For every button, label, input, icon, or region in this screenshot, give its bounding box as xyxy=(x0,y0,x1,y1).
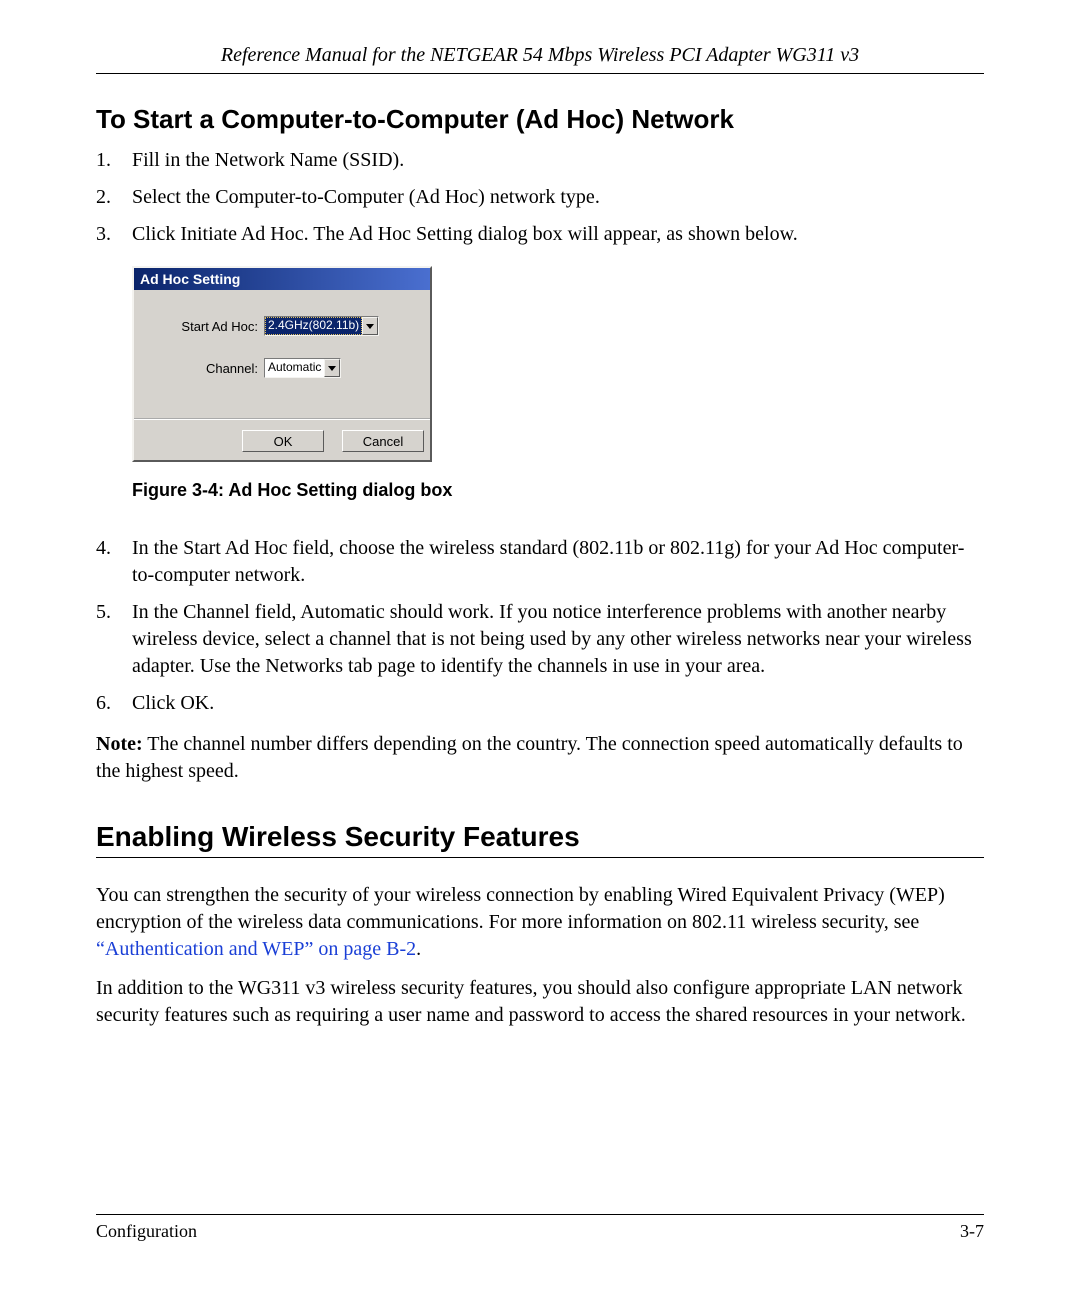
dialog-row-channel: Channel: Automatic xyxy=(144,358,420,378)
steps-list-b: In the Start Ad Hoc field, choose the wi… xyxy=(96,535,984,717)
footer-page-number: 3-7 xyxy=(960,1221,984,1242)
note-label: Note: xyxy=(96,733,143,755)
para-text: You can strengthen the security of your … xyxy=(96,884,945,933)
step-item: Fill in the Network Name (SSID). xyxy=(96,147,984,174)
step-item: Click OK. xyxy=(96,690,984,717)
step-item: Click Initiate Ad Hoc. The Ad Hoc Settin… xyxy=(96,221,984,248)
ok-button[interactable]: OK xyxy=(242,430,324,452)
cancel-button[interactable]: Cancel xyxy=(342,430,424,452)
dialog-separator xyxy=(134,418,430,420)
body-paragraph: In addition to the WG311 v3 wireless sec… xyxy=(96,975,984,1029)
step-item: Select the Computer-to-Computer (Ad Hoc)… xyxy=(96,184,984,211)
step-item: In the Start Ad Hoc field, choose the wi… xyxy=(96,535,984,589)
channel-label: Channel: xyxy=(144,361,264,376)
dialog-body: Start Ad Hoc: 2.4GHz(802.11b) Channel: A… xyxy=(134,290,430,414)
page-footer: Configuration 3-7 xyxy=(96,1214,984,1242)
step-item: In the Channel field, Automatic should w… xyxy=(96,599,984,680)
dialog-button-row: OK Cancel xyxy=(134,430,430,460)
header-rule xyxy=(96,73,984,74)
footer-row: Configuration 3-7 xyxy=(96,1221,984,1242)
dropdown-icon[interactable] xyxy=(362,317,378,335)
steps-list-a: Fill in the Network Name (SSID). Select … xyxy=(96,147,984,248)
body-paragraph: You can strengthen the security of your … xyxy=(96,882,984,963)
para-text: . xyxy=(416,938,421,960)
running-header: Reference Manual for the NETGEAR 54 Mbps… xyxy=(96,44,984,73)
cross-reference-link[interactable]: “Authentication and WEP” on page B-2 xyxy=(96,938,416,960)
start-adhoc-select[interactable]: 2.4GHz(802.11b) xyxy=(264,316,379,336)
dialog-titlebar: Ad Hoc Setting xyxy=(134,268,430,290)
figure: Ad Hoc Setting Start Ad Hoc: 2.4GHz(802.… xyxy=(132,266,984,501)
start-adhoc-label: Start Ad Hoc: xyxy=(144,319,264,334)
adhoc-dialog: Ad Hoc Setting Start Ad Hoc: 2.4GHz(802.… xyxy=(132,266,432,462)
subsection-heading: To Start a Computer-to-Computer (Ad Hoc)… xyxy=(96,104,984,135)
footer-section-name: Configuration xyxy=(96,1221,197,1242)
start-adhoc-value: 2.4GHz(802.11b) xyxy=(265,317,362,335)
dropdown-icon[interactable] xyxy=(324,359,340,377)
dialog-row-start-adhoc: Start Ad Hoc: 2.4GHz(802.11b) xyxy=(144,316,420,336)
section-heading: Enabling Wireless Security Features xyxy=(96,821,984,853)
note-paragraph: Note: The channel number differs dependi… xyxy=(96,731,984,785)
channel-select[interactable]: Automatic xyxy=(264,358,341,378)
page: Reference Manual for the NETGEAR 54 Mbps… xyxy=(0,0,1080,1296)
note-text: The channel number differs depending on … xyxy=(96,733,963,782)
footer-rule xyxy=(96,1214,984,1215)
section-rule xyxy=(96,857,984,858)
figure-caption: Figure 3-4: Ad Hoc Setting dialog box xyxy=(132,480,984,501)
channel-value: Automatic xyxy=(265,359,324,377)
